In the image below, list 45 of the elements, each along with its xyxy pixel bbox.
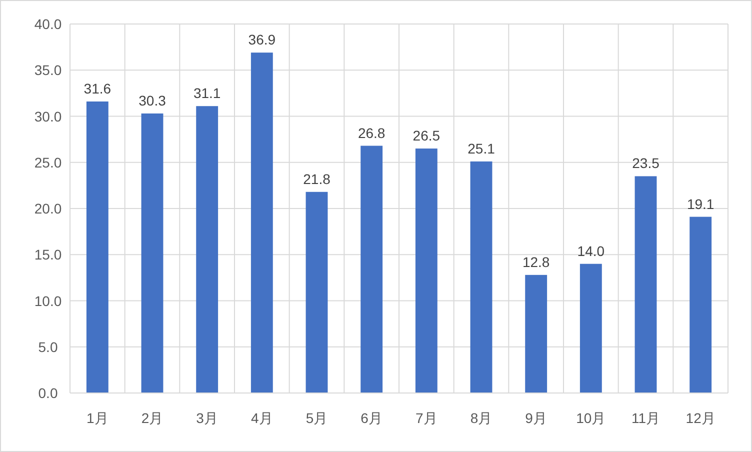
data-label: 25.1	[468, 140, 496, 156]
data-label: 30.3	[138, 92, 166, 108]
bar	[470, 161, 492, 393]
bar	[306, 192, 328, 393]
x-tick-label: 7月	[416, 410, 438, 426]
x-tick-label: 4月	[251, 410, 273, 426]
bar	[415, 148, 438, 393]
y-tick-label: 25.0	[34, 154, 62, 170]
bar	[196, 106, 218, 393]
y-tick-label: 10.0	[34, 292, 62, 309]
data-label: 31.6	[84, 80, 112, 96]
x-tick-label: 10月	[576, 410, 606, 426]
data-label: 26.5	[412, 128, 440, 144]
bar	[141, 113, 164, 393]
x-tick-label: 3月	[196, 410, 218, 426]
bar	[250, 52, 273, 393]
x-tick-label: 9月	[525, 410, 547, 426]
bar	[86, 101, 108, 393]
bar	[690, 216, 712, 393]
x-tick-label: 12月	[686, 410, 716, 426]
x-tick-label: 11月	[631, 410, 660, 426]
data-label: 36.9	[248, 32, 276, 48]
y-tick-label: 35.0	[34, 62, 62, 78]
bar	[580, 264, 602, 393]
x-tick-label: 6月	[360, 410, 382, 426]
y-tick-label: 40.0	[34, 16, 62, 32]
data-label: 12.8	[522, 254, 550, 270]
y-tick-label: 30.0	[34, 108, 62, 124]
y-tick-label: 0.0	[38, 385, 58, 401]
data-label: 23.5	[632, 155, 660, 172]
bar	[360, 146, 383, 393]
data-label: 14.0	[577, 242, 605, 259]
x-tick-label: 8月	[470, 410, 492, 426]
x-tick-label: 5月	[306, 410, 328, 426]
bar	[525, 274, 548, 393]
y-tick-label: 5.0	[38, 338, 58, 355]
data-label: 19.1	[686, 196, 714, 212]
data-label: 31.1	[193, 85, 221, 102]
bar	[634, 176, 657, 393]
x-tick-label: 2月	[141, 410, 164, 426]
data-label: 21.8	[303, 170, 331, 187]
y-tick-label: 20.0	[34, 200, 62, 216]
y-tick-label: 15.0	[34, 246, 62, 263]
x-tick-label: 1月	[86, 410, 108, 426]
data-label: 26.8	[358, 124, 386, 141]
